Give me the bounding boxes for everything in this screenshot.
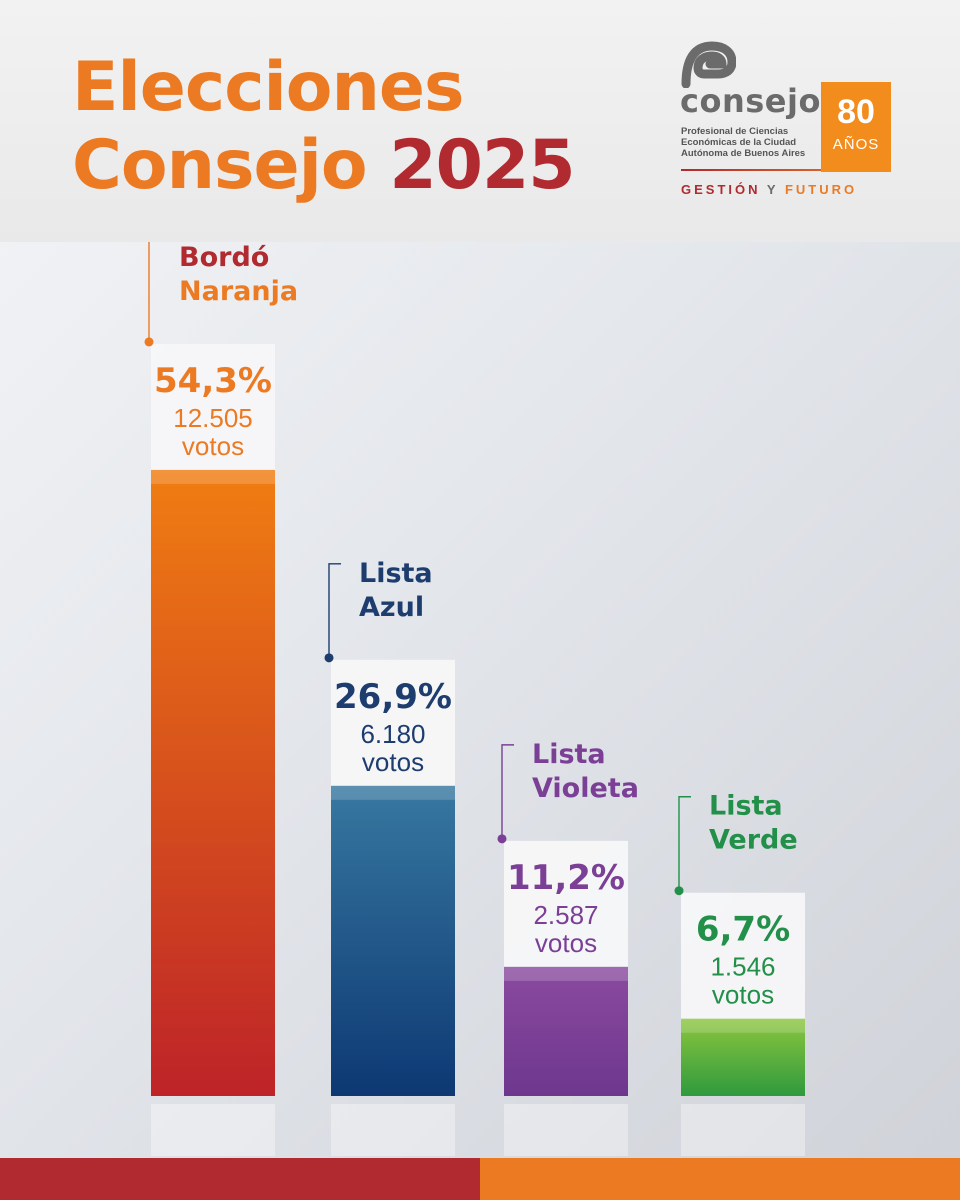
footer-band-orange bbox=[480, 1158, 960, 1200]
header: Elecciones Consejo 2025 consejo Profesio… bbox=[0, 0, 960, 242]
logo-wordmark: consejo bbox=[680, 82, 821, 120]
bar-category-label: Naranja bbox=[179, 276, 298, 307]
bar-reflection bbox=[504, 1104, 628, 1156]
tagline-word: FUTURO bbox=[784, 182, 858, 197]
bar-reflection bbox=[151, 1104, 275, 1156]
label-leader-dot bbox=[144, 337, 154, 347]
logo-subtitle: Profesional de Ciencias Económicas de la… bbox=[681, 126, 821, 159]
bar-votes-word: votos bbox=[182, 431, 244, 461]
title-year: 2025 bbox=[389, 126, 575, 205]
bar bbox=[151, 469, 275, 1096]
bar-votes-number: 6.180 bbox=[360, 719, 425, 749]
page-title-line1: Elecciones bbox=[72, 48, 465, 127]
bar-category-label: Lista bbox=[359, 558, 433, 589]
bar-category-label: Azul bbox=[359, 592, 424, 623]
logo-tagline: GESTIÓN Y FUTURO bbox=[681, 182, 857, 197]
bar bbox=[331, 785, 455, 1096]
logo-subtitle-line: Autónoma de Buenos Aires bbox=[681, 148, 806, 159]
bar-highlight bbox=[504, 966, 628, 981]
page-title-line2: Consejo 2025 bbox=[72, 126, 576, 206]
bar-reflection bbox=[681, 1104, 805, 1156]
footer-band-red bbox=[0, 1158, 480, 1200]
bar-highlight bbox=[331, 785, 455, 800]
bar-label-box bbox=[504, 840, 628, 967]
bar-votes-number: 1.546 bbox=[710, 952, 775, 982]
results-bar-chart: 54,3%12.505votosFrenteBordóNaranja26,9%6… bbox=[144, 242, 805, 1156]
label-leader-line bbox=[328, 563, 341, 658]
consejo-logo-icon bbox=[681, 41, 736, 88]
bar bbox=[504, 966, 628, 1096]
anniversary-badge: 80 AÑOS bbox=[821, 82, 891, 172]
bar-votes-word: votos bbox=[535, 928, 597, 958]
logo-divider bbox=[681, 169, 891, 171]
label-leader-dot bbox=[674, 886, 684, 896]
bar bbox=[681, 1018, 805, 1096]
badge-text: AÑOS bbox=[832, 136, 880, 153]
bar-category-label: Violeta bbox=[532, 773, 639, 804]
bar-category-label: Verde bbox=[709, 825, 798, 856]
bar-category-label: Lista bbox=[532, 739, 606, 770]
label-leader-line bbox=[148, 242, 150, 342]
bar-label-box bbox=[681, 892, 805, 1019]
bar-highlight bbox=[151, 469, 275, 484]
title-word: Consejo bbox=[72, 126, 368, 205]
logo-subtitle-line: Profesional de Ciencias bbox=[681, 126, 789, 137]
bar-votes-word: votos bbox=[362, 747, 424, 777]
label-leader-line bbox=[501, 744, 514, 839]
bar-label-box bbox=[151, 343, 275, 470]
bar-percent-label: 26,9% bbox=[334, 677, 452, 717]
bar-category-label: Lista bbox=[709, 791, 783, 822]
tagline-word: GESTIÓN bbox=[681, 182, 761, 197]
bar-percent-label: 54,3% bbox=[154, 361, 272, 401]
bar-votes-word: votos bbox=[712, 980, 774, 1010]
bar-label-box bbox=[331, 659, 455, 786]
bar-votes-number: 2.587 bbox=[533, 900, 598, 930]
bar-votes-number: 12.505 bbox=[173, 403, 253, 433]
tagline-word: Y bbox=[766, 182, 779, 197]
bar-percent-label: 6,7% bbox=[696, 910, 790, 950]
bar-highlight bbox=[681, 1018, 805, 1033]
bar-reflection bbox=[331, 1104, 455, 1156]
label-leader-dot bbox=[497, 834, 507, 844]
bar-category-label: Bordó bbox=[179, 242, 269, 273]
logo-subtitle-line: Económicas de la Ciudad bbox=[681, 137, 797, 148]
label-leader-dot bbox=[324, 653, 334, 663]
badge-number: 80 bbox=[837, 93, 875, 131]
label-leader-line bbox=[678, 796, 691, 891]
bar-percent-label: 11,2% bbox=[507, 858, 625, 898]
